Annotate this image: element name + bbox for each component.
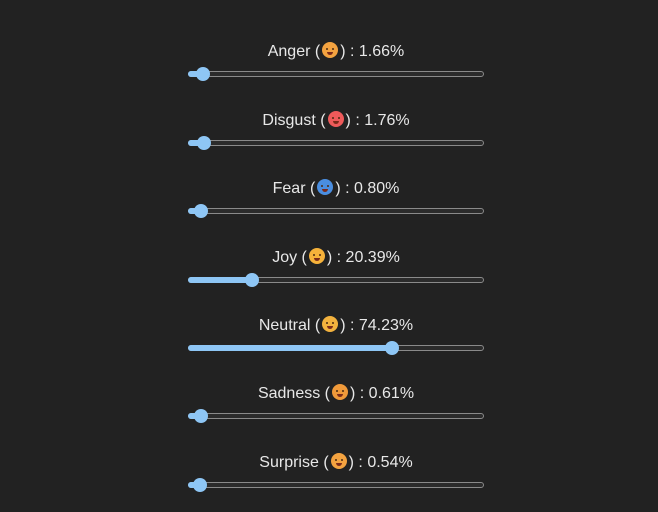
vomiting-face-icon: [327, 111, 344, 127]
emotion-row-anger: Anger ( ) : 1.66%: [0, 41, 658, 101]
emotion-label-fear: Fear ( ) : 0.80%: [0, 178, 658, 200]
open-paren: (: [318, 454, 329, 471]
slider-fill: [188, 345, 392, 351]
slider-thumb[interactable]: [193, 478, 208, 492]
open-paren: (: [315, 112, 326, 129]
sad-face-icon: [332, 384, 348, 400]
emotion-name: Anger: [267, 43, 311, 60]
emotion-label-sadness: Sadness ( ) : 0.61%: [0, 383, 658, 405]
slider-thumb[interactable]: [196, 136, 211, 150]
emotion-slider-disgust[interactable]: [188, 136, 484, 150]
close-paren: ) :: [326, 249, 346, 266]
slider-thumb[interactable]: [384, 341, 399, 355]
slider-fill: [188, 140, 204, 146]
emotion-name: Neutral: [258, 317, 311, 334]
emotion-label-joy: Joy ( ) : 20.39%: [0, 247, 658, 269]
open-paren: (: [320, 385, 330, 402]
emotion-row-surprise: Surprise ( ) : 0.54%: [0, 452, 658, 512]
emotion-slider-joy[interactable]: [188, 273, 484, 287]
emotion-value: 0.54%: [367, 454, 413, 471]
neutral-face-icon: [322, 316, 339, 332]
astonished-face-icon: [330, 453, 347, 469]
screaming-face-icon: [317, 179, 334, 195]
slider-fill: [188, 71, 204, 77]
emotion-value: 74.23%: [358, 317, 414, 334]
close-paren: ) :: [345, 112, 365, 129]
emotion-row-joy: Joy ( ) : 20.39%: [0, 247, 658, 307]
emotion-value: 1.76%: [364, 112, 410, 129]
emotion-value: 0.61%: [368, 385, 415, 402]
emotion-row-sadness: Sadness ( ) : 0.61%: [0, 383, 658, 443]
open-paren: (: [297, 249, 307, 266]
close-paren: ) :: [340, 317, 359, 334]
emotion-slider-fear[interactable]: [188, 204, 484, 218]
close-paren: ) :: [335, 180, 354, 197]
emotion-name: Surprise: [259, 454, 319, 471]
close-paren: ) :: [350, 385, 369, 402]
emotion-row-neutral: Neutral ( ) : 74.23%: [0, 315, 658, 375]
emotion-label-anger: Anger ( ) : 1.66%: [0, 41, 658, 63]
close-paren: ) :: [340, 43, 359, 60]
emotion-label-neutral: Neutral ( ) : 74.23%: [0, 315, 658, 337]
emotion-value: 1.66%: [358, 43, 405, 60]
close-paren: ) :: [348, 454, 368, 471]
emotion-name: Joy: [272, 249, 298, 266]
slider-thumb[interactable]: [196, 67, 211, 81]
slider-fill: [188, 277, 252, 283]
steaming-face-icon: [322, 42, 339, 58]
grinning-tongue-face-icon: [308, 248, 325, 264]
emotion-row-disgust: Disgust ( ) : 1.76%: [0, 110, 658, 170]
open-paren: (: [310, 43, 321, 60]
emotion-slider-anger[interactable]: [188, 67, 484, 81]
emotion-slider-surprise[interactable]: [188, 478, 484, 492]
open-paren: (: [310, 317, 321, 334]
emotion-name: Disgust: [262, 112, 316, 129]
emotion-value: 20.39%: [345, 249, 400, 266]
slider-thumb[interactable]: [193, 409, 208, 423]
emotion-slider-sadness[interactable]: [188, 409, 484, 423]
emotion-value: 0.80%: [353, 180, 400, 197]
emotion-name: Sadness: [257, 385, 321, 402]
emotion-slider-neutral[interactable]: [188, 341, 484, 355]
slider-thumb[interactable]: [194, 204, 209, 218]
emotion-label-surprise: Surprise ( ) : 0.54%: [0, 452, 658, 474]
emotion-name: Fear: [272, 180, 306, 197]
emotion-row-fear: Fear ( ) : 0.80%: [0, 178, 658, 238]
emotion-label-disgust: Disgust ( ) : 1.76%: [0, 110, 658, 132]
slider-thumb[interactable]: [245, 273, 259, 287]
open-paren: (: [305, 180, 316, 197]
